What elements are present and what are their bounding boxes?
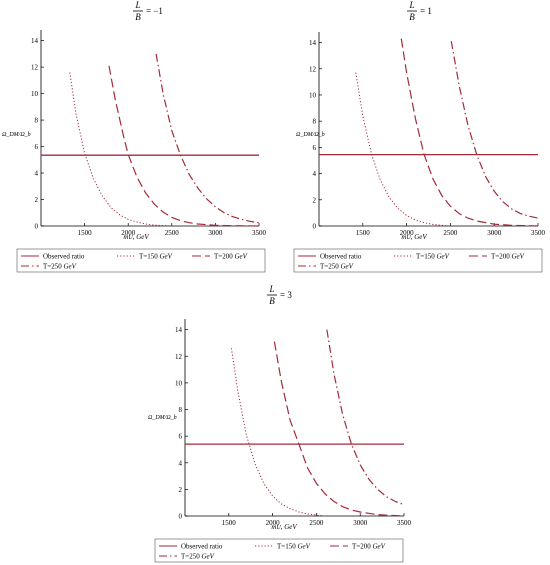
y-tick-label: 12 xyxy=(309,65,317,73)
chart-title: LB = 1 xyxy=(407,0,432,22)
y-tick-label: 0 xyxy=(179,513,183,521)
y-tick-label: 6 xyxy=(313,144,317,152)
title-numerator: L xyxy=(268,284,274,294)
legend-box xyxy=(293,248,543,273)
y-tick-label: 4 xyxy=(35,170,39,178)
x-tick-label: 2500 xyxy=(165,229,180,237)
x-tick-label: 3000 xyxy=(208,229,223,237)
y-tick-label: 4 xyxy=(179,459,183,467)
x-axis-label: mU, GeV xyxy=(401,233,427,241)
y-axis-label: Ω_DM/Ω_b xyxy=(148,415,177,421)
x-tick-label: 2000 xyxy=(121,229,136,237)
y-tick-label: 8 xyxy=(179,406,183,414)
x-tick-label: 1500 xyxy=(222,519,237,527)
y-tick-label: 12 xyxy=(31,64,39,72)
y-tick-label: 14 xyxy=(31,37,39,45)
legend-label: T=200 GeV xyxy=(352,543,386,551)
title-value: = −1 xyxy=(146,6,163,16)
y-tick-label: 14 xyxy=(175,326,183,334)
x-tick-label: 2000 xyxy=(400,229,415,237)
y-tick-label: 8 xyxy=(35,117,39,125)
legend: Observed ratio T=150 GeV T=200 GeV T=250 Ge… xyxy=(293,248,543,273)
y-tick-label: 2 xyxy=(179,486,183,494)
x-tick-label: 3500 xyxy=(397,519,412,527)
title-numerator: L xyxy=(134,0,140,10)
legend-box xyxy=(16,248,266,273)
legend-label: T=150 GeV xyxy=(139,253,173,261)
legend-label: T=250 GeV xyxy=(43,263,77,271)
title-denominator: B xyxy=(135,12,141,22)
series-line-dashdot xyxy=(450,41,539,219)
y-tick-label: 6 xyxy=(35,143,39,151)
series-line-dotted xyxy=(355,72,451,227)
series-line-dashed xyxy=(400,38,539,227)
chart-panel-1: LB = −1 0 2 4 6 8 10 12 14 1500 2000 2500 3000 3500 Ω_D… xyxy=(2,0,267,273)
y-tick-label: 0 xyxy=(313,223,317,231)
x-tick-label: 3500 xyxy=(252,229,267,237)
x-tick-label: 2000 xyxy=(266,519,281,527)
x-tick-label: 2500 xyxy=(443,229,458,237)
y-tick-label: 10 xyxy=(309,91,317,99)
y-tick-label: 0 xyxy=(35,223,39,231)
title-denominator: B xyxy=(269,296,275,306)
y-tick-label: 10 xyxy=(31,90,39,98)
legend-label: Observed ratio xyxy=(320,253,362,261)
y-tick-label: 4 xyxy=(313,170,317,178)
legend: Observed ratio T=150 GeV T=200 GeV T=250 Ge… xyxy=(154,538,404,563)
legend-label: T=200 GeV xyxy=(214,253,248,261)
chart-panel-3: LB = 3 0 2 4 6 8 10 12 14 1500 2000 2500 3000 3500 Ω_DM… xyxy=(148,284,412,563)
x-tick-label: 1500 xyxy=(356,229,371,237)
y-tick-label: 12 xyxy=(175,353,183,361)
x-tick-label: 1500 xyxy=(78,229,93,237)
legend-label: Observed ratio xyxy=(181,543,223,551)
y-tick-label: 10 xyxy=(175,379,183,387)
title-denominator: B xyxy=(409,12,415,22)
x-axis-label: mU, GeV xyxy=(123,233,149,241)
y-tick-label: 6 xyxy=(179,433,183,441)
series-line-dashed xyxy=(108,65,260,227)
title-value: = 1 xyxy=(420,6,432,16)
y-tick-label: 8 xyxy=(313,118,317,126)
series-line-dashdot xyxy=(326,329,405,506)
legend: Observed ratio T=150 GeV T=200 GeV T=250 Ge… xyxy=(16,248,266,273)
y-tick-label: 2 xyxy=(35,196,39,204)
x-tick-label: 3000 xyxy=(487,229,502,237)
chart-title: LB = −1 xyxy=(133,0,163,22)
chart-panel-2: LB = 1 0 2 4 6 8 10 12 14 1500 2000 2500 3000 3500 Ω_DM… xyxy=(293,0,546,273)
series-line-dotted xyxy=(69,72,172,227)
x-axis-label: mU, GeV xyxy=(271,523,297,531)
title-numerator: L xyxy=(408,0,414,10)
chart-title: LB = 3 xyxy=(267,284,292,306)
x-tick-label: 3000 xyxy=(353,519,368,527)
x-tick-label: 3500 xyxy=(531,229,546,237)
legend-label: T=250 GeV xyxy=(320,263,354,271)
title-value: = 3 xyxy=(280,290,292,300)
x-tick-label: 2500 xyxy=(309,519,324,527)
y-axis-label: Ω_DM/Ω_b xyxy=(2,132,31,138)
y-tick-label: 2 xyxy=(313,196,317,204)
legend-label: T=250 GeV xyxy=(181,553,215,561)
series-line-dotted xyxy=(230,348,326,517)
legend-label: T=150 GeV xyxy=(277,543,311,551)
legend-label: Observed ratio xyxy=(43,253,85,261)
y-tick-label: 14 xyxy=(309,39,317,47)
legend-label: T=200 GeV xyxy=(491,253,525,261)
series-line-dashed xyxy=(273,341,405,517)
y-axis-label: Ω_DM/Ω_b xyxy=(296,132,325,138)
legend-box xyxy=(154,538,404,563)
series-line-dashdot xyxy=(155,53,260,224)
legend-label: T=150 GeV xyxy=(416,253,450,261)
